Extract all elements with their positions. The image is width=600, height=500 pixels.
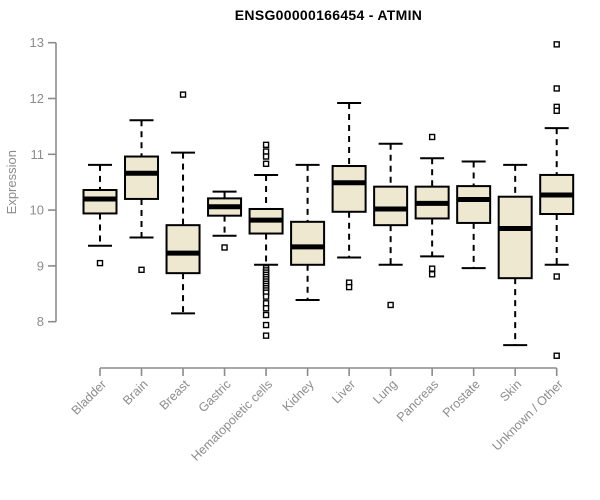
outlier-point <box>262 160 270 167</box>
outlier-point <box>262 311 270 319</box>
outlier-point <box>428 133 436 141</box>
chart-title: ENSG00000166454 - ATMIN <box>234 7 423 23</box>
x-tick-label: Pancreas <box>394 377 441 424</box>
y-axis-title: Expression <box>4 150 19 214</box>
outlier-point <box>553 85 560 92</box>
iqr-box <box>331 165 367 213</box>
outlier-point <box>428 265 436 272</box>
outlier-point <box>262 305 270 312</box>
outlier-point <box>262 148 270 155</box>
y-tick-label: 12 <box>30 91 44 106</box>
outlier-point <box>345 283 353 291</box>
outlier-point <box>96 259 104 267</box>
x-tick-label: Kidney <box>280 377 317 414</box>
outlier-point <box>179 91 187 98</box>
x-tick-label: Bladder <box>69 377 109 417</box>
outlier-point <box>262 321 270 329</box>
outlier-point <box>387 301 394 309</box>
iqr-box <box>124 155 160 200</box>
x-tick-label: Gastric <box>196 377 234 415</box>
x-tick-label: Brain <box>120 377 151 408</box>
x-tick-label: Breast <box>157 377 193 413</box>
outlier-point <box>262 332 270 339</box>
iqr-box <box>456 185 492 224</box>
iqr-box <box>165 224 201 275</box>
outlier-point <box>262 293 270 300</box>
iqr-box <box>373 185 409 227</box>
outlier-point <box>262 300 270 307</box>
x-tick-label: Hematopoietic cells <box>189 377 276 464</box>
outlier-point <box>553 41 560 48</box>
x-tick-label: Skin <box>497 377 524 404</box>
x-tick-label: Prostate <box>440 377 483 420</box>
outlier-point <box>553 107 560 114</box>
outlier-point <box>553 352 560 359</box>
y-tick-label: 13 <box>30 35 44 50</box>
iqr-box <box>290 220 326 266</box>
iqr-box <box>82 189 118 215</box>
outlier-point <box>428 271 436 278</box>
outlier-point <box>553 273 560 280</box>
outlier-point <box>262 153 270 160</box>
x-tick-label: Liver <box>329 377 358 406</box>
x-tick-label: Lung <box>370 377 400 407</box>
y-tick-label: 11 <box>31 147 45 162</box>
y-tick-label: 10 <box>30 203 44 218</box>
outlier-point <box>221 244 228 251</box>
y-tick-label: 9 <box>37 258 44 273</box>
outlier-point <box>262 141 270 149</box>
x-tick-label: Unknown / Other <box>490 377 566 453</box>
outlier-point <box>138 266 145 274</box>
y-tick-label: 8 <box>37 314 44 329</box>
iqr-box <box>497 195 533 280</box>
